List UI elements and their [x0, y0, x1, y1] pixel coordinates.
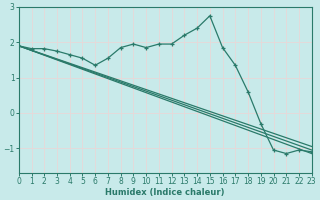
X-axis label: Humidex (Indice chaleur): Humidex (Indice chaleur) [106, 188, 225, 197]
